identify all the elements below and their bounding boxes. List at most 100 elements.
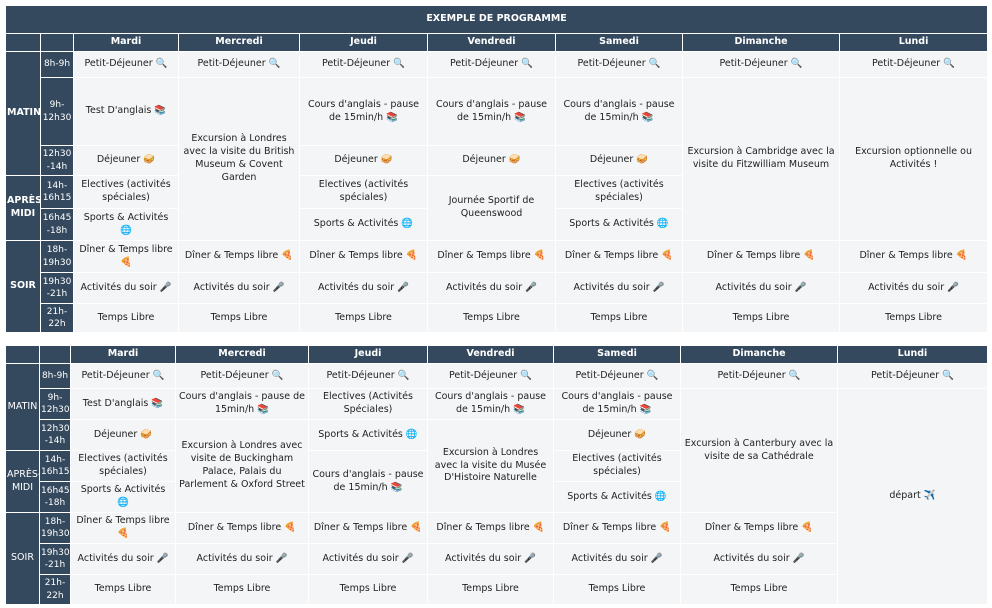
activity-cell: Cours d'anglais - pause de 15min/h 📚 <box>175 388 309 420</box>
activity-cell: Cours d'anglais - pause de 15min/h 📚 <box>299 77 428 146</box>
page: EXEMPLE DE PROGRAMME Mardi Mercredi Jeudi Ve… <box>4 5 989 605</box>
activity-cell: Petit-Déjeuner 🔍 <box>427 51 556 78</box>
period-label: SOIR <box>5 512 40 605</box>
activity-cell: Activités du soir 🎤 <box>427 543 554 575</box>
activity-cell: Electives (activités spéciales) <box>299 175 428 209</box>
activity-cell: Dîner & Temps libre 🍕 <box>553 512 681 544</box>
activity-cell: départ ✈️ <box>837 388 988 605</box>
corner-cell <box>5 345 40 364</box>
title-row: EXEMPLE DE PROGRAMME <box>4 5 989 34</box>
time-row: 12h30 -14h Déjeuner 🥪 Excursion à Londres … <box>6 419 988 513</box>
activity-cell: Petit-Déjeuner 🔍 <box>680 363 838 389</box>
day-header: Dimanche <box>680 345 838 364</box>
period-label: MATIN <box>5 363 40 451</box>
activity-cell: Temps Libre <box>299 303 428 333</box>
activity-cell: Activités du soir 🎤 <box>555 272 683 304</box>
time-label: 9h-12h30 <box>39 388 71 420</box>
time-label: 21h-22h <box>39 574 71 605</box>
activity-cell: Sports & Activités 🌐 <box>553 481 681 513</box>
activity-cell: Activités du soir 🎤 <box>299 272 428 304</box>
time-row: MATIN 8h-9h Petit-Déjeuner 🔍 Petit-Déjeuner… <box>5 363 988 451</box>
time-label: 14h-16h15 <box>39 450 71 482</box>
schedule-table: EXEMPLE DE PROGRAMME Mardi Mercredi Jeudi Ve… <box>4 5 989 333</box>
time-label: 16h45 -18h <box>39 481 71 513</box>
activity-cell: Sports & Activités 🌐 <box>73 208 179 241</box>
activity-cell: Déjeuner 🥪 <box>299 145 428 176</box>
activity-cell: Activités du soir 🎤 <box>427 272 556 304</box>
activity-cell: Activités du soir 🎤 <box>73 272 179 304</box>
period-label: APRÈS-MIDI <box>5 175 41 241</box>
activity-cell: Temps Libre <box>70 574 176 605</box>
corner-cell <box>39 345 71 364</box>
day-header: Mercredi <box>178 33 300 52</box>
activity-cell: Dîner & Temps libre 🍕 <box>175 512 309 544</box>
time-label: 12h30 -14h <box>40 145 74 176</box>
day-header: Lundi <box>838 33 989 52</box>
activity-cell: Dîner & Temps libre 🍕 <box>178 240 300 273</box>
activity-cell: Excursion à Canterbury avec la visite de… <box>680 388 838 513</box>
activity-cell: Excursion à Londres avec la visite du Br… <box>178 77 300 241</box>
activity-cell: Sports & Activités 🌐 <box>70 481 176 513</box>
activity-cell: Petit-Déjeuner 🔍 <box>178 51 300 78</box>
activity-cell: Petit-Déjeuner 🔍 <box>70 363 176 389</box>
time-row: 19h30 -21h Activités du soir 🎤 Activités d… <box>6 543 988 575</box>
activity-cell: Electives (activités spéciales) <box>555 175 683 209</box>
activity-cell: Cours d'anglais - pause de 15min/h 📚 <box>427 388 554 420</box>
time-label: 16h45 -18h <box>40 208 74 241</box>
time-label: 19h30 -21h <box>39 543 71 575</box>
activity-cell: Cours d'anglais - pause de 15min/h 📚 <box>308 450 428 513</box>
activity-cell: Temps Libre <box>553 574 681 605</box>
day-header: Jeudi <box>299 33 428 52</box>
activity-cell: Test D'anglais 📚 <box>73 77 179 146</box>
day-header: Vendredi <box>427 345 554 364</box>
activity-cell: Test D'anglais 📚 <box>70 388 176 420</box>
schedule-table: Mardi Mercredi Jeudi Vendredi Samedi Dimanche… <box>5 345 988 605</box>
activity-cell: Activités du soir 🎤 <box>308 543 428 575</box>
activity-cell: Petit-Déjeuner 🔍 <box>308 363 428 389</box>
activity-cell: Dîner & Temps libre 🍕 <box>555 240 683 273</box>
time-row: 16h45 -18h Sports & Activités 🌐 Sports & A… <box>6 208 988 241</box>
activity-cell: Electives (Activités Spéciales) <box>308 388 428 420</box>
activity-cell: Petit-Déjeuner 🔍 <box>555 51 683 78</box>
activity-cell: Déjeuner 🥪 <box>70 419 176 451</box>
activity-cell: Dîner & Temps libre 🍕 <box>682 240 840 273</box>
activity-cell: Cours d'anglais - pause de 15min/h 📚 <box>553 388 681 420</box>
activity-cell: Temps Libre <box>73 303 179 333</box>
activity-cell: Dîner & Temps libre 🍕 <box>299 240 428 273</box>
activity-cell: Activités du soir 🎤 <box>175 543 309 575</box>
day-header: Mercredi <box>175 345 309 364</box>
period-label: MATIN <box>5 51 41 176</box>
time-label: 12h30 -14h <box>39 419 71 451</box>
time-row: SOIR 18h-19h30 Dîner & Temps libre 🍕 Dîner … <box>5 240 989 333</box>
time-label: 8h-9h <box>39 363 71 389</box>
activity-cell: Temps Libre <box>838 303 989 333</box>
activity-cell: Petit-Déjeuner 🔍 <box>838 51 989 78</box>
time-row: 9h-12h30 Test D'anglais 📚 Excursion à Lond… <box>6 77 989 241</box>
time-label: 8h-9h <box>40 51 74 78</box>
activity-cell: Déjeuner 🥪 <box>555 145 683 176</box>
activity-cell: Activités du soir 🎤 <box>553 543 681 575</box>
day-header: Lundi <box>837 345 988 364</box>
activity-cell: Activités du soir 🎤 <box>682 272 840 304</box>
activity-cell: Petit-Déjeuner 🔍 <box>682 51 840 78</box>
activity-cell: Déjeuner 🥪 <box>553 419 681 451</box>
activity-cell: Temps Libre <box>308 574 428 605</box>
activity-cell: Journée Sportif de Queenswood <box>427 175 556 241</box>
activity-cell: Activités du soir 🎤 <box>178 272 300 304</box>
time-label: 19h30 -21h <box>40 272 74 304</box>
time-row: SOIR 18h-19h30 Dîner & Temps libre 🍕 Dîner … <box>5 512 988 605</box>
activity-cell: Petit-Déjeuner 🔍 <box>553 363 681 389</box>
activity-cell: Sports & Activités 🌐 <box>555 208 683 241</box>
activity-cell: Excursion à Cambridge avec la visite du … <box>682 77 840 241</box>
header-row: Mardi Mercredi Jeudi Vendredi Samedi Dimanche… <box>5 33 989 52</box>
activity-cell: Temps Libre <box>175 574 309 605</box>
activity-cell: Petit-Déjeuner 🔍 <box>427 363 554 389</box>
activity-cell: Excursion optionnelle ou Activités ! <box>838 77 989 241</box>
day-header: Mardi <box>73 33 179 52</box>
period-label: APRÈS-MIDI <box>5 450 40 513</box>
day-header: Samedi <box>553 345 681 364</box>
activity-cell: Petit-Déjeuner 🔍 <box>175 363 309 389</box>
activity-cell: Déjeuner 🥪 <box>427 145 556 176</box>
activity-cell: Excursion à Londres avec la visite du Mu… <box>427 419 554 513</box>
day-header: Mardi <box>70 345 176 364</box>
